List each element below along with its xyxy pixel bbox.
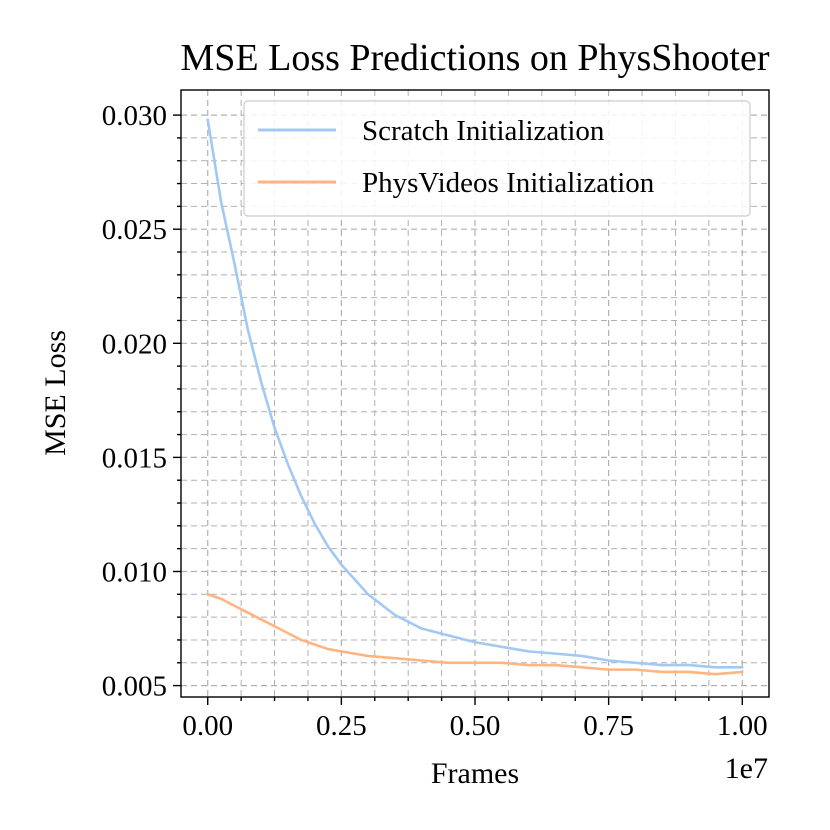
series-layer [206,118,744,676]
legend-label-physvideos: PhysVideos Initialization [362,167,655,199]
x-tick-label: 0.50 [450,710,501,742]
y-tick-label: 0.010 [102,556,167,588]
legend-label-scratch: Scratch Initialization [362,115,605,147]
x-tick-label: 0.75 [583,710,634,742]
tick-layer: 0.00 0.25 0.50 0.75 1.00 0.005 0.010 0.015 0.020… [102,100,768,742]
y-tick-label: 0.030 [102,100,167,132]
x-tick-label: 1.00 [717,710,768,742]
y-axis-label: MSE Loss [39,330,72,456]
chart-title: MSE Loss Predictions on PhysShooter [180,37,769,79]
x-axis-offset-label: 1e7 [725,752,768,785]
y-tick-label: 0.015 [102,442,167,474]
y-tick-label: 0.005 [102,671,167,703]
series-line-scratch [206,118,744,669]
y-tick-label: 0.020 [102,328,167,360]
series-line-physvideos [206,593,744,676]
x-tick-label: 0.25 [316,710,367,742]
x-axis-label: Frames [431,757,519,790]
legend: Scratch Initialization PhysVideos Initia… [243,100,751,217]
y-tick-label: 0.025 [102,214,167,246]
x-tick-label: 0.00 [182,710,233,742]
legend-box [243,100,751,217]
